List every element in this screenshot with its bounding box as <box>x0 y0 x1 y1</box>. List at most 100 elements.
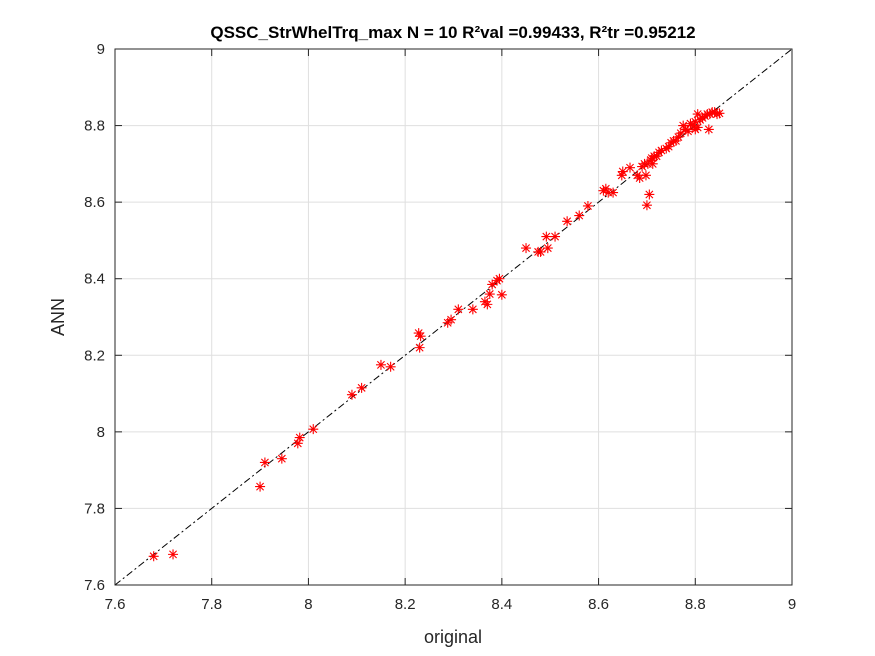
asterisk-marker <box>683 126 694 137</box>
data-point <box>582 200 593 211</box>
asterisk-marker <box>651 151 662 162</box>
y-tick-label: 7.8 <box>84 500 105 517</box>
asterisk-marker <box>714 108 725 119</box>
data-point <box>308 424 319 435</box>
x-tick-label: 9 <box>788 596 796 613</box>
asterisk-marker <box>496 289 507 300</box>
asterisk-marker <box>647 158 658 169</box>
data-point <box>356 382 367 393</box>
y-tick-label: 8.6 <box>84 194 105 211</box>
asterisk-marker <box>625 162 636 173</box>
data-point <box>414 342 425 353</box>
data-point <box>482 299 493 310</box>
asterisk-marker <box>294 432 305 443</box>
data-point <box>692 122 703 133</box>
asterisk-marker <box>494 273 505 284</box>
data-point <box>690 116 701 127</box>
data-point <box>634 173 645 184</box>
data-point <box>714 108 725 119</box>
data-point <box>446 314 457 325</box>
chart-title: QSSC_StrWhelTrq_max N = 10 R²val =0.9943… <box>210 23 695 42</box>
asterisk-marker <box>616 170 627 181</box>
asterisk-marker <box>308 424 319 435</box>
asterisk-marker <box>467 304 478 315</box>
asterisk-marker <box>582 200 593 211</box>
data-point <box>385 361 396 372</box>
asterisk-marker <box>484 289 495 300</box>
asterisk-marker <box>641 200 652 211</box>
data-point <box>276 453 287 464</box>
asterisk-marker <box>562 216 573 227</box>
asterisk-marker <box>292 438 303 449</box>
asterisk-marker <box>617 166 628 177</box>
asterisk-marker <box>413 328 424 339</box>
asterisk-marker <box>446 314 457 325</box>
y-tick-labels: 7.6 7.8 8 8.2 8.4 8.6 8.8 9 <box>84 41 105 594</box>
data-point <box>670 135 681 146</box>
data-point <box>487 279 498 290</box>
asterisk-marker <box>259 457 270 468</box>
asterisk-marker <box>712 109 723 120</box>
asterisk-marker <box>535 246 546 257</box>
asterisk-marker <box>692 122 703 133</box>
asterisk-marker <box>541 231 552 242</box>
asterisk-marker <box>678 120 689 131</box>
data-point <box>484 289 495 300</box>
data-point <box>616 170 627 181</box>
data-point <box>625 162 636 173</box>
asterisk-marker <box>670 135 681 146</box>
y-tick-label: 8.8 <box>84 118 105 135</box>
asterisk-marker <box>673 132 684 143</box>
x-axis-label: original <box>424 627 482 647</box>
data-point <box>641 200 652 211</box>
data-point <box>346 389 357 400</box>
data-point <box>640 170 651 181</box>
asterisk-marker <box>550 231 561 242</box>
data-point <box>678 120 689 131</box>
x-tick-label: 8.8 <box>685 596 706 613</box>
data-point <box>541 231 552 242</box>
asterisk-marker <box>542 243 553 254</box>
asterisk-marker <box>608 187 619 198</box>
asterisk-marker <box>675 128 686 139</box>
asterisk-marker <box>644 189 655 200</box>
data-point <box>168 549 179 560</box>
data-point <box>692 109 703 120</box>
asterisk-marker <box>640 170 651 181</box>
data-point <box>617 166 628 177</box>
asterisk-marker <box>482 299 493 310</box>
asterisk-marker <box>414 342 425 353</box>
y-tick-label: 7.6 <box>84 577 105 594</box>
asterisk-marker <box>375 359 386 370</box>
asterisk-marker <box>385 361 396 372</box>
data-point <box>673 132 684 143</box>
asterisk-marker <box>356 382 367 393</box>
x-tick-label: 8 <box>304 596 312 613</box>
x-tick-label: 7.6 <box>105 596 126 613</box>
asterisk-marker <box>453 304 464 315</box>
data-point <box>148 551 159 562</box>
y-tick-label: 9 <box>97 41 105 58</box>
y-tick-label: 8.2 <box>84 347 105 364</box>
data-point <box>453 304 464 315</box>
x-tick-label: 7.8 <box>201 596 222 613</box>
data-point <box>608 187 619 198</box>
asterisk-marker <box>168 549 179 560</box>
data-point <box>645 155 656 166</box>
asterisk-marker <box>687 120 698 131</box>
x-tick-label: 8.2 <box>395 596 416 613</box>
data-point <box>703 124 714 135</box>
data-point <box>294 432 305 443</box>
y-tick-label: 8.4 <box>84 271 105 288</box>
data-point <box>255 481 266 492</box>
data-point <box>600 183 611 194</box>
data-point <box>259 457 270 468</box>
asterisk-marker <box>521 243 532 254</box>
plot-area <box>114 48 793 586</box>
data-point <box>292 438 303 449</box>
data-point <box>467 304 478 315</box>
data-point <box>413 328 424 339</box>
asterisk-marker <box>656 145 667 156</box>
data-point <box>574 210 585 221</box>
